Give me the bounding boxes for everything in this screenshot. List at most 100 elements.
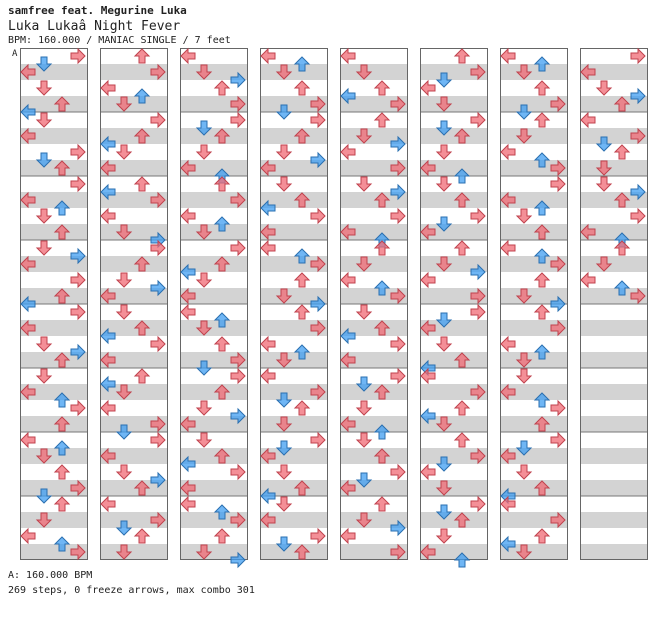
arrow-up-quarter (453, 400, 471, 416)
arrow-down-quarter (195, 432, 213, 448)
arrow-down-quarter (275, 64, 293, 80)
arrow-up-quarter (53, 464, 71, 480)
arrow-right-eighth (230, 407, 246, 425)
arrow-left-quarter (420, 271, 436, 289)
arrow-down-quarter (275, 496, 293, 512)
arrow-down-eighth (275, 392, 293, 408)
arrow-right-quarter (70, 143, 86, 161)
arrow-right-quarter (390, 95, 406, 113)
arrow-left-quarter (100, 159, 116, 177)
arrow-up-quarter (53, 352, 71, 368)
arrow-right-quarter (630, 287, 646, 305)
arrow-up-eighth (293, 344, 311, 360)
arrow-down-quarter (435, 176, 453, 192)
arrow-right-eighth (310, 295, 326, 313)
arrow-right-quarter (230, 511, 246, 529)
arrow-right-quarter (310, 95, 326, 113)
arrow-up-quarter (53, 416, 71, 432)
arrow-up-quarter (533, 528, 551, 544)
measure-column (580, 48, 648, 560)
arrow-right-eighth (70, 247, 86, 265)
arrow-right-quarter (310, 383, 326, 401)
arrow-left-quarter (260, 159, 276, 177)
arrow-up-quarter (293, 128, 311, 144)
arrow-right-quarter (150, 335, 166, 353)
arrow-down-quarter (355, 64, 373, 80)
arrow-down-quarter (115, 144, 133, 160)
measure-column (100, 48, 168, 560)
arrow-left-eighth (100, 183, 116, 201)
arrow-left-quarter (500, 143, 516, 161)
arrow-down-quarter (195, 144, 213, 160)
arrow-down-quarter (195, 320, 213, 336)
arrow-left-quarter (180, 303, 196, 321)
arrow-down-eighth (195, 360, 213, 376)
arrow-left-eighth (20, 295, 36, 313)
arrow-down-quarter (35, 368, 53, 384)
arrow-left-quarter (180, 479, 196, 497)
arrow-left-quarter (420, 79, 436, 97)
arrow-left-quarter (580, 63, 596, 81)
arrow-left-quarter (340, 527, 356, 545)
arrow-up-eighth (133, 88, 151, 104)
arrow-right-eighth (150, 471, 166, 489)
arrow-right-quarter (550, 175, 566, 193)
measure-column (340, 48, 408, 560)
arrow-up-quarter (373, 448, 391, 464)
arrow-up-quarter (133, 320, 151, 336)
arrow-right-quarter (150, 111, 166, 129)
arrow-left-eighth (180, 455, 196, 473)
arrow-right-quarter (470, 447, 486, 465)
arrow-right-quarter (70, 479, 86, 497)
arrow-left-quarter (260, 239, 276, 257)
arrow-down-quarter (275, 416, 293, 432)
arrow-down-eighth (35, 488, 53, 504)
arrow-down-eighth (435, 456, 453, 472)
arrow-left-quarter (420, 543, 436, 561)
arrow-up-eighth (213, 312, 231, 328)
arrow-left-quarter (500, 191, 516, 209)
arrow-left-quarter (180, 47, 196, 65)
arrow-right-eighth (550, 295, 566, 313)
arrow-left-eighth (20, 103, 36, 121)
arrow-right-quarter (310, 431, 326, 449)
arrow-down-eighth (435, 504, 453, 520)
arrow-down-eighth (435, 120, 453, 136)
measure-column (420, 48, 488, 560)
arrow-down-quarter (355, 512, 373, 528)
arrow-left-eighth (340, 327, 356, 345)
arrow-left-quarter (180, 415, 196, 433)
arrow-up-quarter (533, 112, 551, 128)
song-title: Luka Lukaâ Night Fever (8, 19, 181, 34)
chart-info: BPM: 160.000 / MANIAC SINGLE / 7 feet (8, 35, 231, 46)
arrow-down-quarter (595, 80, 613, 96)
arrow-up-quarter (213, 128, 231, 144)
arrow-down-quarter (435, 336, 453, 352)
arrow-up-quarter (373, 80, 391, 96)
arrow-right-quarter (470, 303, 486, 321)
arrow-up-quarter (533, 416, 551, 432)
arrow-up-eighth (533, 56, 551, 72)
arrow-down-quarter (355, 176, 373, 192)
arrow-left-quarter (180, 287, 196, 305)
arrow-right-quarter (630, 47, 646, 65)
arrow-up-quarter (373, 112, 391, 128)
arrow-up-quarter (453, 192, 471, 208)
arrow-down-quarter (515, 128, 533, 144)
arrow-right-quarter (310, 527, 326, 545)
arrow-right-quarter (550, 159, 566, 177)
arrow-left-quarter (100, 207, 116, 225)
arrow-right-quarter (630, 207, 646, 225)
arrow-up-quarter (373, 240, 391, 256)
arrow-up-eighth (293, 248, 311, 264)
arrow-up-quarter (293, 400, 311, 416)
arrow-right-eighth (230, 71, 246, 89)
arrow-up-quarter (53, 96, 71, 112)
arrow-right-quarter (470, 287, 486, 305)
arrow-down-quarter (35, 512, 53, 528)
arrow-right-quarter (70, 47, 86, 65)
arrow-up-eighth (373, 280, 391, 296)
arrow-up-quarter (453, 352, 471, 368)
arrow-right-quarter (470, 63, 486, 81)
